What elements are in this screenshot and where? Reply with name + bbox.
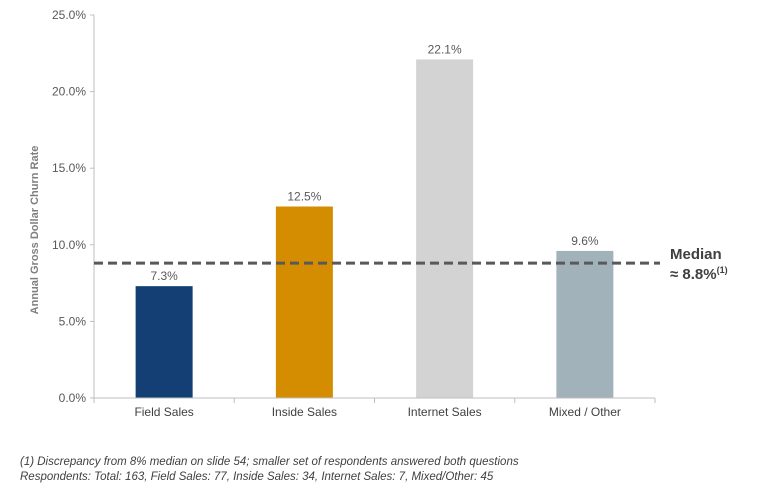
y-axis-label: Annual Gross Dollar Churn Rate (29, 146, 41, 315)
median-label-value: ≈ 8.8%(1) (670, 265, 728, 283)
bars: 7.3% 12.5% 22.1% 9.6% (135, 42, 614, 398)
median-reference: Median ≈ 8.8%(1) (94, 246, 728, 283)
footnote-respondents: Respondents: Total: 163, Field Sales: 77… (20, 471, 494, 483)
x-tick-label: Internet Sales (408, 405, 482, 419)
y-axis: 0.0% 5.0% 10.0% 15.0% 20.0% 25.0% (52, 8, 95, 405)
median-label-footnote-ref: (1) (717, 265, 728, 275)
x-tick-label: Inside Sales (272, 405, 337, 419)
bar (416, 59, 474, 398)
y-tick-label: 25.0% (52, 8, 86, 22)
footnote-discrepancy: (1) Discrepancy from 8% median on slide … (20, 456, 519, 468)
x-tick-label: Mixed / Other (549, 405, 621, 419)
data-label: 7.3% (150, 269, 178, 283)
x-tick-label: Field Sales (134, 405, 193, 419)
y-tick-label: 10.0% (52, 238, 86, 252)
y-tick-label: 5.0% (59, 314, 87, 328)
y-tick-label: 15.0% (52, 161, 86, 175)
y-tick-label: 20.0% (52, 85, 86, 99)
data-label: 9.6% (571, 234, 599, 248)
data-label: 22.1% (428, 42, 462, 56)
median-label-title: Median (670, 246, 722, 263)
bar (275, 206, 333, 398)
data-label: 12.5% (287, 190, 321, 204)
footnotes: (1) Discrepancy from 8% median on slide … (20, 455, 519, 485)
bar (135, 286, 193, 398)
bar (556, 250, 614, 398)
y-tick-label: 0.0% (59, 391, 87, 405)
bar-chart: 0.0% 5.0% 10.0% 15.0% 20.0% 25.0% 7.3% 12.5% 22… (29, 8, 728, 419)
x-axis: Field Sales Inside Sales Internet Sales Mix… (93, 397, 656, 419)
